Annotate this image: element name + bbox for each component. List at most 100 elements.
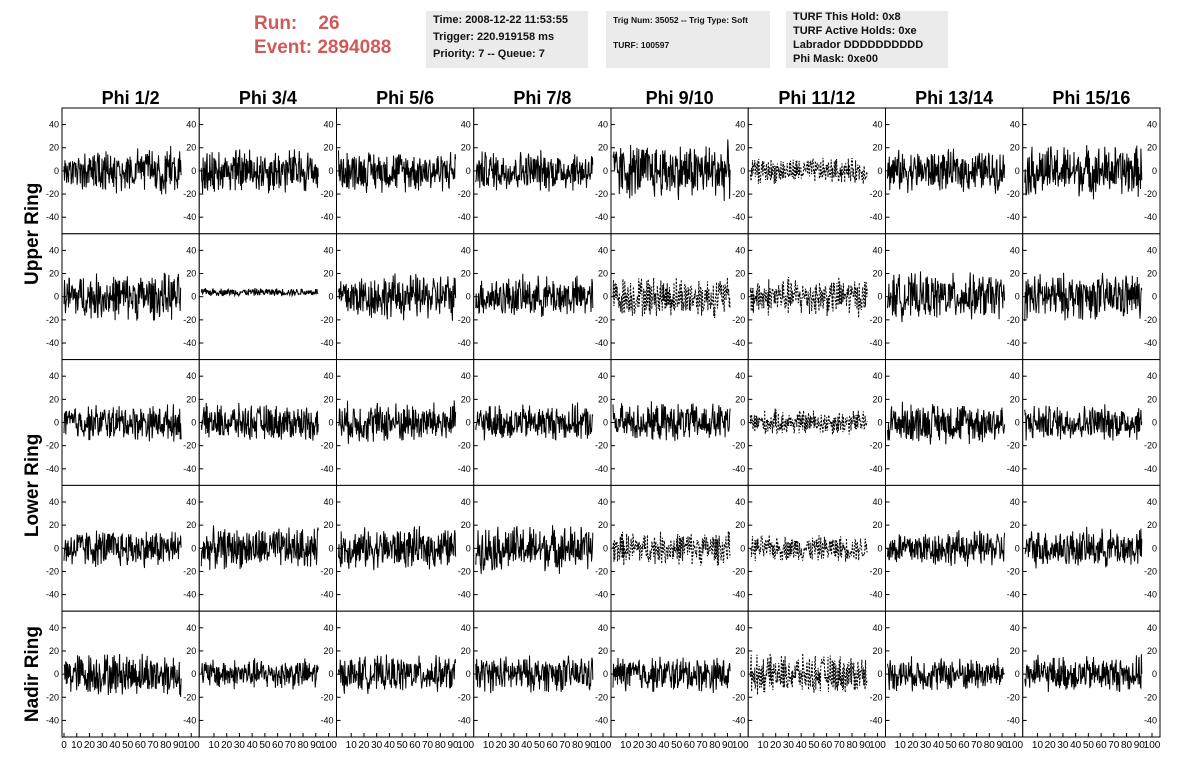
- waveform-trace: [63, 653, 182, 697]
- trigger-info-panel: Trig Num: 35052 -- Trig Type: Soft TURF:…: [606, 11, 770, 68]
- y-tick-label: -20: [458, 189, 471, 199]
- y-tick-label: -20: [869, 441, 882, 451]
- y-tick-label: 0: [1152, 543, 1157, 553]
- x-tick-label: 20: [84, 740, 96, 751]
- x-tick-label: 60: [409, 740, 421, 751]
- x-tick-label: 70: [697, 740, 709, 751]
- y-tick-label: 40: [872, 371, 882, 381]
- y-tick-label: 20: [1010, 394, 1020, 404]
- x-tick-label: 60: [821, 740, 833, 751]
- waveform-cell: -40 -20 0 20 40: [610, 233, 749, 361]
- y-tick-label: 0: [1015, 292, 1020, 302]
- waveform-trace: [475, 655, 594, 694]
- x-tick-label: 60: [135, 740, 147, 751]
- waveform-cell: -40 -20 0 20 40: [336, 107, 475, 235]
- waveform-cell: -40 -20 0 20 40: [1022, 610, 1161, 738]
- x-tick-label: 30: [783, 740, 795, 751]
- y-tick-label: -40: [732, 338, 745, 348]
- x-tick-label: 40: [658, 740, 670, 751]
- waveform-cell: -40 -20 0 20 40 -40 -20 0 20 40: [46, 359, 200, 486]
- y-tick-label: 40: [872, 623, 882, 633]
- y-tick-label: 40: [1147, 371, 1157, 381]
- x-tick-label: 80: [435, 740, 447, 751]
- y-tick-label: 20: [1010, 646, 1020, 656]
- waveform-cell: -40 -20 0 20 40: [885, 484, 1024, 612]
- y-tick-label: -40: [320, 590, 333, 600]
- y-tick-label: 0: [1152, 166, 1157, 176]
- x-tick-label: 60: [272, 740, 284, 751]
- y-tick-label: -40: [732, 464, 745, 474]
- y-tick-label: -40: [595, 464, 608, 474]
- y-tick-label: 40: [1010, 245, 1020, 255]
- y-tick-label: 20: [1010, 269, 1020, 279]
- event-label: Event:: [254, 37, 313, 58]
- waveform-trace: [612, 277, 731, 319]
- y-tick-label: -20: [1007, 566, 1020, 576]
- y-tick-label: 20: [1010, 143, 1020, 153]
- y-tick-label: -40: [1007, 715, 1020, 725]
- y-tick-label: -20: [732, 189, 745, 199]
- y-tick-label: 40: [735, 120, 745, 130]
- y-tick-label-outer: 40: [49, 371, 59, 381]
- y-tick-label: 0: [191, 669, 196, 679]
- x-tick-label: 10: [757, 740, 769, 751]
- x-tick-label: 90: [722, 740, 734, 751]
- y-tick-label: 20: [872, 143, 882, 153]
- y-tick-label: 20: [1147, 143, 1157, 153]
- y-tick-label: 40: [461, 623, 471, 633]
- x-tick-label: 30: [371, 740, 383, 751]
- x-tick-label: 100: [457, 740, 474, 751]
- y-tick-label: 0: [740, 166, 745, 176]
- x-tick-label: 30: [234, 740, 246, 751]
- y-tick-label: -40: [183, 338, 196, 348]
- cell-frame: [747, 359, 886, 486]
- y-tick-label: 0: [1152, 292, 1157, 302]
- y-tick-label: 40: [872, 245, 882, 255]
- time-text: Time: 2008-12-22 11:53:55: [433, 14, 568, 26]
- x-tick-label: 90: [310, 740, 322, 751]
- y-tick-label: 20: [598, 394, 608, 404]
- y-tick-label: 40: [461, 120, 471, 130]
- y-tick-label: 20: [323, 394, 333, 404]
- y-tick-label: -40: [869, 590, 882, 600]
- waveform-cell: -40 -20 0 20 40: [1022, 359, 1161, 486]
- y-tick-label: -20: [458, 692, 471, 702]
- cell-frame: [610, 484, 749, 612]
- y-tick-label: 20: [1147, 269, 1157, 279]
- waveform-cell: -40 -20 0 20 40: [198, 233, 337, 361]
- waveform-cell: -40 -20 0 20 40 -40 -20 0 20 40: [46, 484, 200, 612]
- y-tick-label: -40: [1144, 464, 1157, 474]
- y-tick-label: 40: [461, 497, 471, 507]
- turf-this-hold-text: TURF This Hold: 0x8: [793, 11, 901, 23]
- time-info-panel: Time: 2008-12-22 11:53:55 Trigger: 220.9…: [426, 11, 588, 68]
- x-tick-label: 10: [620, 740, 632, 751]
- y-tick-label: 0: [466, 418, 471, 428]
- y-tick-label: -20: [732, 566, 745, 576]
- x-tick-label: 100: [1006, 740, 1023, 751]
- y-tick-label: -20: [458, 566, 471, 576]
- y-tick-label: -20: [1144, 692, 1157, 702]
- y-tick-label: -40: [595, 212, 608, 222]
- y-tick-label-outer: 0: [54, 166, 59, 176]
- y-tick-label: 20: [1147, 646, 1157, 656]
- x-tick-label: 40: [109, 740, 121, 751]
- y-tick-label: -40: [732, 212, 745, 222]
- y-tick-label-outer: -20: [46, 315, 59, 325]
- y-tick-label-outer: 20: [49, 520, 59, 530]
- y-tick-label: -20: [183, 692, 196, 702]
- y-tick-label-outer: -40: [46, 212, 59, 222]
- waveform-trace: [200, 402, 319, 441]
- waveform-cell: -40 -20 0 20 40: [198, 484, 337, 612]
- y-tick-label: 40: [1147, 497, 1157, 507]
- waveform-trace: [338, 526, 457, 571]
- x-tick-label: 60: [1096, 740, 1108, 751]
- y-tick-label: -20: [183, 189, 196, 199]
- y-tick-label: -40: [1144, 338, 1157, 348]
- waveform-trace: [200, 287, 319, 298]
- x-tick-label: 100: [1144, 740, 1161, 751]
- x-tick-label: 100: [320, 740, 337, 751]
- phi-mask-text: Phi Mask: 0xe00: [793, 53, 878, 65]
- y-tick-label: -20: [1144, 189, 1157, 199]
- y-tick-label: -40: [1144, 590, 1157, 600]
- y-tick-label: 0: [466, 543, 471, 553]
